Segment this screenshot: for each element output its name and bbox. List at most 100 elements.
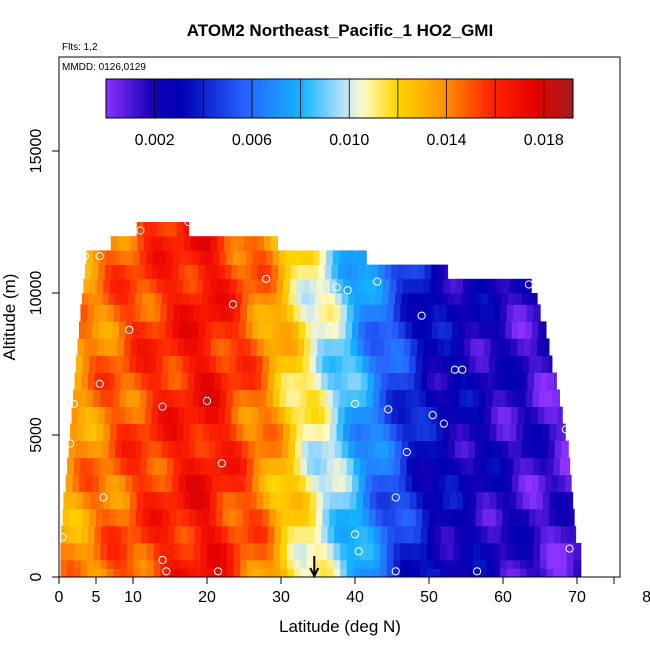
heatmap-cell: [142, 355, 150, 373]
colorbar-segment: [370, 79, 376, 118]
heatmap-cell: [103, 491, 111, 510]
colorbar-segment: [413, 79, 418, 118]
heatmap-cell: [292, 474, 300, 493]
heatmap-cell: [309, 508, 317, 527]
heatmap-cell: [544, 406, 552, 425]
heatmap-cell: [180, 542, 188, 561]
heatmap-cell: [362, 508, 370, 527]
heatmap-cell: [198, 321, 207, 339]
heatmap-cell: [100, 542, 108, 561]
heatmap-cell: [522, 508, 530, 527]
heatmap-cell: [154, 372, 162, 390]
heatmap-cell: [313, 304, 321, 322]
heatmap-cell: [211, 406, 219, 425]
heatmap-cell: [216, 278, 224, 294]
heatmap-cell: [136, 491, 144, 510]
heatmap-cell: [493, 542, 501, 561]
heatmap-cell: [526, 568, 534, 578]
heatmap-cell: [295, 508, 304, 527]
heatmap-cell: [566, 542, 574, 561]
heatmap-cell: [140, 304, 148, 322]
x-tick-label: 5: [92, 589, 101, 606]
heatmap-cell: [261, 372, 269, 390]
heatmap-cell: [378, 474, 386, 493]
heatmap-cell: [539, 389, 547, 407]
heatmap-cell: [357, 338, 365, 356]
heatmap-cell: [115, 293, 123, 305]
heatmap-cell: [511, 321, 520, 339]
heatmap-cell: [233, 457, 241, 476]
heatmap-cell: [535, 355, 543, 373]
heatmap-cell: [285, 474, 293, 493]
heatmap-cell: [127, 568, 135, 578]
heatmap-cell: [306, 250, 314, 265]
heatmap-cell: [501, 440, 509, 459]
heatmap-cell: [412, 389, 420, 407]
heatmap-cell: [543, 338, 550, 356]
heatmap-cell: [440, 542, 448, 561]
heatmap-cell: [273, 304, 281, 322]
heatmap-cell: [413, 304, 421, 322]
heatmap-cell: [224, 406, 233, 425]
heatmap-cell: [434, 293, 443, 305]
heatmap-cell: [265, 321, 273, 339]
heatmap-cell: [342, 508, 350, 527]
heatmap-cell: [187, 525, 196, 544]
heatmap-cell: [127, 525, 136, 544]
heatmap-cell: [130, 236, 139, 251]
heatmap-cell: [340, 559, 348, 569]
colorbar-segment: [238, 79, 243, 118]
heatmap-cell: [392, 474, 400, 493]
heatmap-cell: [210, 236, 218, 251]
heatmap-cell: [147, 304, 155, 322]
heatmap-cell: [107, 457, 115, 476]
heatmap-cell: [205, 474, 213, 493]
heatmap-cell: [455, 508, 463, 527]
heatmap-cell: [390, 338, 398, 356]
heatmap-cell: [183, 423, 191, 442]
heatmap-cell: [121, 293, 130, 305]
heatmap-cell: [75, 440, 83, 459]
heatmap-cell: [528, 293, 536, 305]
heatmap-cell: [447, 372, 455, 390]
heatmap-cell: [182, 508, 190, 527]
heatmap-cell: [374, 525, 382, 544]
heatmap-cell: [340, 542, 348, 561]
heatmap-cell: [513, 559, 521, 569]
heatmap-cell: [378, 321, 386, 339]
heatmap-cell: [135, 440, 143, 459]
heatmap-cell: [408, 440, 416, 459]
heatmap-cell: [201, 440, 210, 459]
heatmap-cell: [241, 372, 249, 390]
heatmap-cell: [120, 457, 128, 476]
heatmap-cell: [513, 542, 521, 561]
heatmap-cell: [386, 389, 394, 407]
heatmap-cell: [83, 423, 91, 442]
heatmap-cell: [144, 236, 152, 251]
heatmap-cell: [555, 508, 563, 527]
heatmap-cell: [376, 423, 384, 442]
heatmap-cell: [100, 568, 108, 578]
heatmap-cell: [455, 355, 463, 373]
heatmap-cell: [400, 457, 408, 476]
heatmap-cell: [201, 525, 209, 544]
observation-point: [228, 300, 237, 309]
heatmap-cell: [300, 525, 309, 544]
heatmap-cell: [164, 264, 173, 280]
heatmap-cell: [349, 423, 358, 442]
heatmap-cell: [360, 568, 368, 578]
heatmap-cell: [438, 474, 446, 493]
heatmap-cell: [124, 264, 133, 280]
heatmap-cell: [87, 304, 95, 322]
flights-label: Flts: 1,2: [62, 42, 98, 53]
heatmap-cell: [300, 568, 308, 578]
heatmap-cell: [155, 293, 163, 305]
heatmap-cell: [272, 250, 281, 265]
heatmap-cell: [195, 355, 204, 373]
observation-point: [384, 405, 393, 414]
heatmap-cell: [241, 525, 249, 544]
heatmap-cell: [90, 278, 98, 294]
heatmap-cell: [130, 278, 138, 294]
heatmap-cell: [153, 568, 161, 578]
heatmap-cell: [167, 568, 175, 578]
